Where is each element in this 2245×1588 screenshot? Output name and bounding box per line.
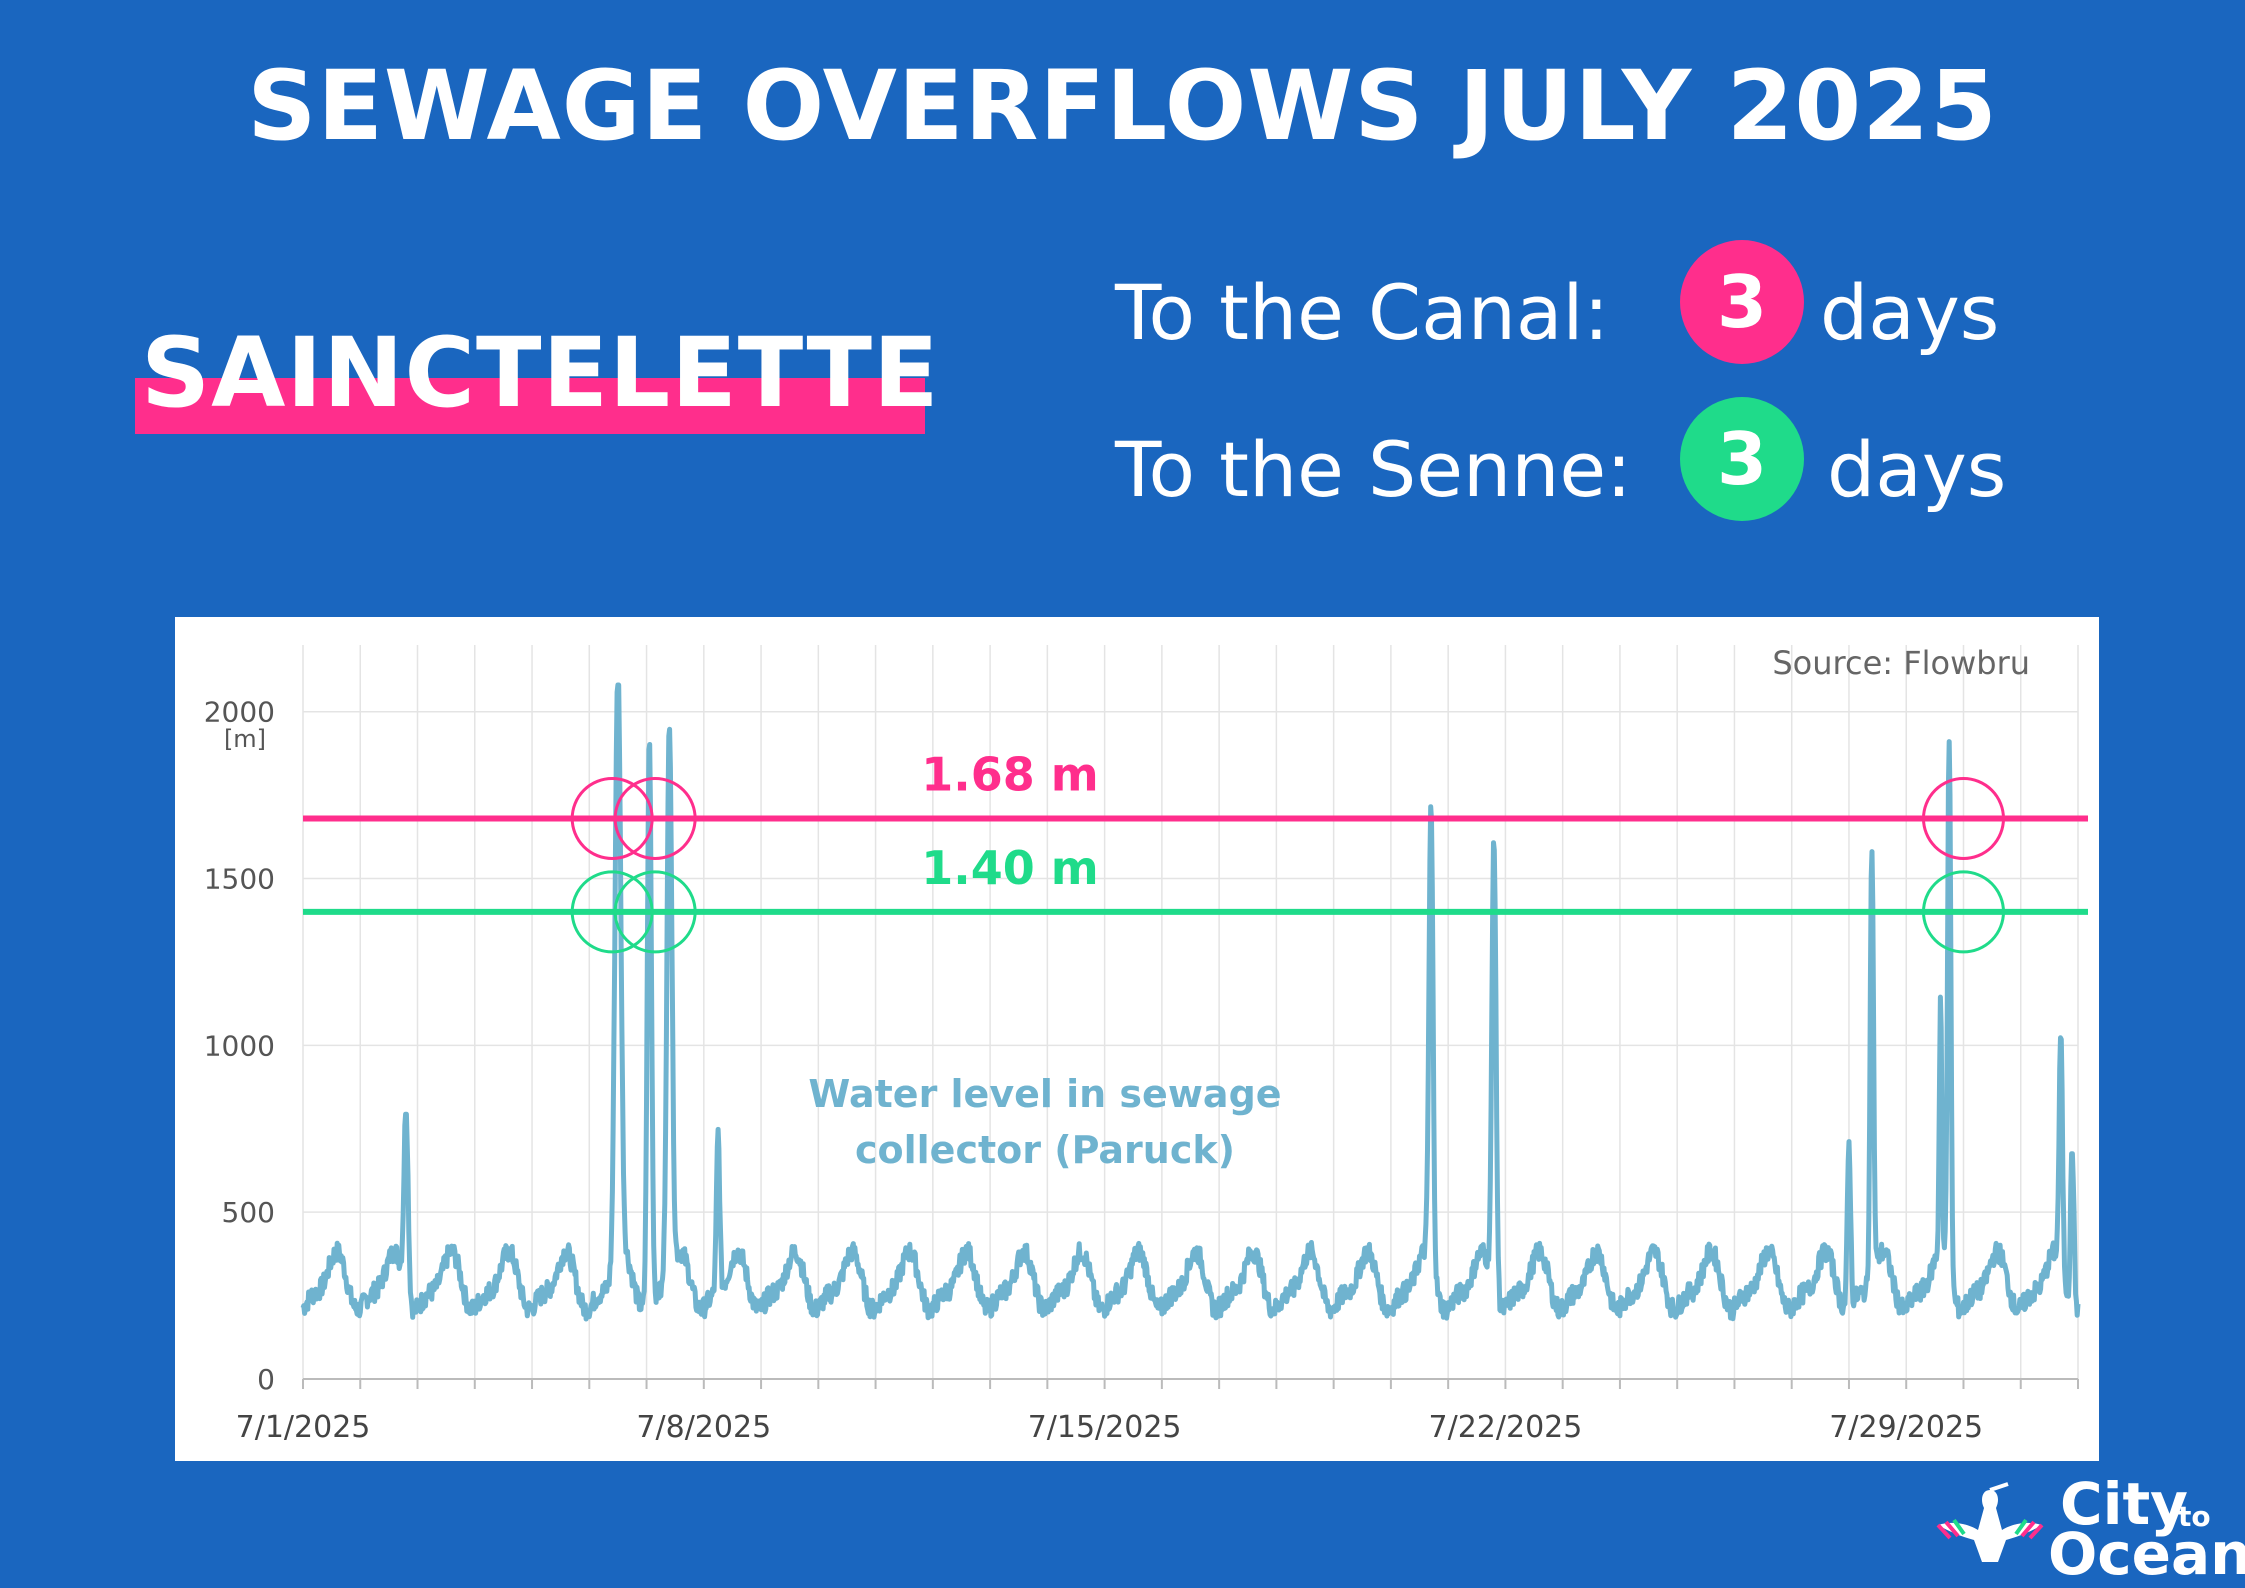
x-tick-label: 7/15/2025 <box>1028 1410 1182 1445</box>
y-tick-label: 2000 <box>204 696 275 729</box>
stat-unit-canal: days <box>1820 268 2000 357</box>
stat-unit-senne: days <box>1827 425 2007 514</box>
logo-text-city: City <box>2060 1470 2188 1538</box>
y-tick-label: 500 <box>222 1196 275 1229</box>
stat-label-senne: To the Senne: <box>1115 425 1632 514</box>
x-tick-label: 7/29/2025 <box>1829 1410 1983 1445</box>
series-line-water-level <box>300 682 2081 1322</box>
x-tick-label: 7/1/2025 <box>236 1410 371 1445</box>
logo-text-ocean: Ocean <box>2048 1520 2245 1588</box>
exceedance-marker-senne <box>570 870 654 954</box>
city-to-ocean-logo: City to Ocean <box>1930 1470 2245 1588</box>
y-tick-label: 1000 <box>204 1029 275 1062</box>
exceedance-marker-canal <box>613 776 697 860</box>
threshold-label-canal: 1.68 m <box>921 747 1098 801</box>
y-axis-unit-label: [m] <box>224 725 266 753</box>
station-name: SAINCTELETTE <box>141 317 940 429</box>
y-tick-label: 0 <box>257 1363 275 1396</box>
bird-logo-icon <box>1936 1482 2044 1562</box>
stat-badge-canal: 3 <box>1680 240 1804 364</box>
threshold-label-senne: 1.40 m <box>921 841 1098 895</box>
stat-badge-senne: 3 <box>1680 397 1804 521</box>
water-level-chart: 0 500 1000 1500 2000 7/1/2025 7/8/2025 7/15/202… <box>204 644 2088 1445</box>
series-label-line-2: collector (Paruck) <box>855 1128 1235 1172</box>
stat-label-canal: To the Canal: <box>1115 268 1610 357</box>
station-highlight-bar <box>135 378 925 434</box>
exceedance-marker-senne <box>1921 870 2005 954</box>
page-title: SEWAGE OVERFLOWS JULY 2025 <box>247 50 1998 162</box>
x-tick-label: 7/8/2025 <box>636 1410 771 1445</box>
y-tick-label: 1500 <box>204 863 275 896</box>
source-label: Source: Flowbru <box>1772 644 2030 682</box>
exceedance-marker-canal <box>1921 776 2005 860</box>
chart-panel: 0 500 1000 1500 2000 7/1/2025 7/8/2025 7/15/202… <box>175 617 2099 1461</box>
exceedance-marker-canal <box>570 776 654 860</box>
x-tick-label: 7/22/2025 <box>1429 1410 1583 1445</box>
station-label: SAINCTELETTE <box>135 317 940 434</box>
exceedance-marker-senne <box>613 870 697 954</box>
logo-text-to: to <box>2178 1500 2211 1533</box>
series-label-line-1: Water level in sewage <box>808 1072 1281 1116</box>
